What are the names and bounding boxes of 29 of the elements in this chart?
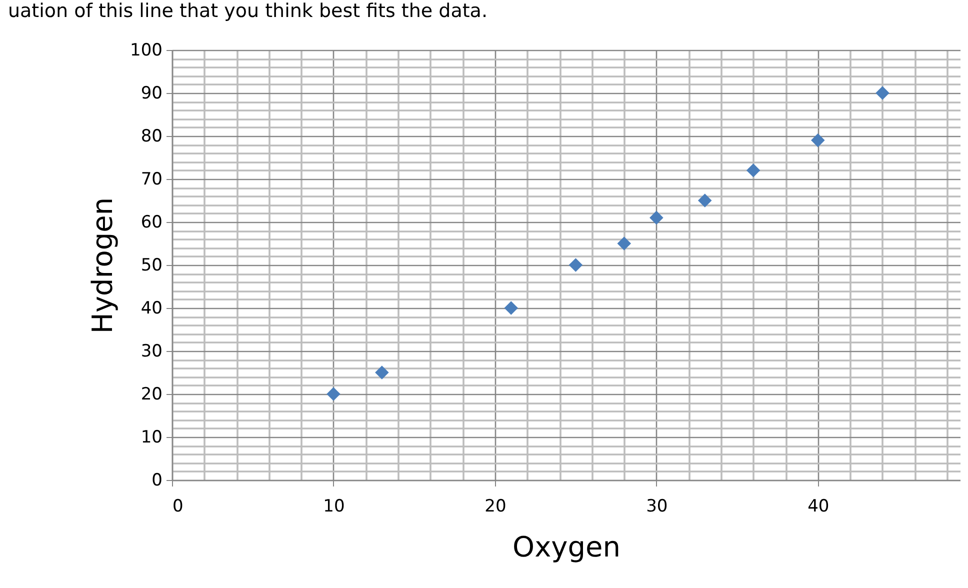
text: uation of this line that you think best fits the data.: [8, 0, 488, 22]
point: [375, 366, 389, 380]
y-tick-label: 60: [140, 212, 162, 232]
point: [746, 164, 760, 178]
y-tick-label: 70: [140, 170, 162, 190]
y-tick-label: 40: [140, 298, 162, 318]
y-tick-label: 100: [130, 40, 162, 60]
x-tick-label: 20: [484, 496, 506, 516]
point: [568, 258, 583, 272]
y-tick-label: 0: [152, 470, 162, 490]
y-tick-label: 50: [140, 256, 162, 276]
x-tick-label: 0: [172, 496, 184, 516]
y-tick-label: 80: [140, 126, 162, 146]
point: [617, 236, 632, 250]
x-axis-title: Oxygen: [512, 530, 620, 564]
y-tick-label: 10: [140, 428, 162, 448]
y-tick-label: 20: [140, 384, 162, 404]
y-axis-title: Hydrogen: [86, 197, 120, 334]
point: [650, 210, 664, 225]
y-tick-label: 30: [140, 342, 162, 362]
x-tick-label: 30: [646, 496, 668, 516]
point: [698, 194, 712, 208]
point: [504, 301, 518, 315]
x-tick-label: 10: [323, 496, 345, 516]
y-tick-label: 90: [140, 84, 162, 104]
point: [811, 133, 825, 148]
point: [326, 387, 340, 401]
x-tick-label: 40: [808, 496, 830, 516]
point: [876, 86, 890, 100]
